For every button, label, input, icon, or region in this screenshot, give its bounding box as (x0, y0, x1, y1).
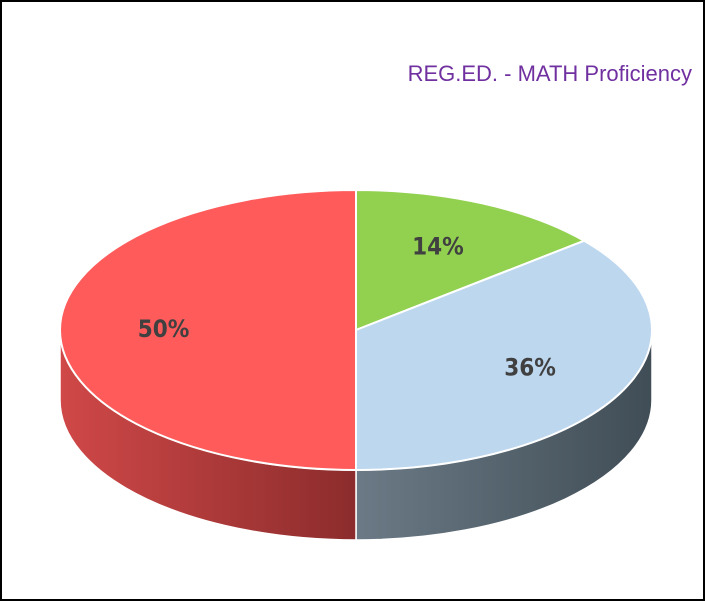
data-label: 14% (412, 233, 464, 261)
slice (59, 188, 357, 472)
slice (355, 239, 653, 472)
chart-title: REG.ED. - MATH Proficiency (408, 61, 692, 86)
pie-labels: 14% 36% 50% (138, 233, 556, 382)
data-label: 50% (138, 315, 190, 343)
slice (355, 188, 587, 332)
data-label: 36% (504, 354, 556, 382)
pie-tops (59, 188, 653, 472)
